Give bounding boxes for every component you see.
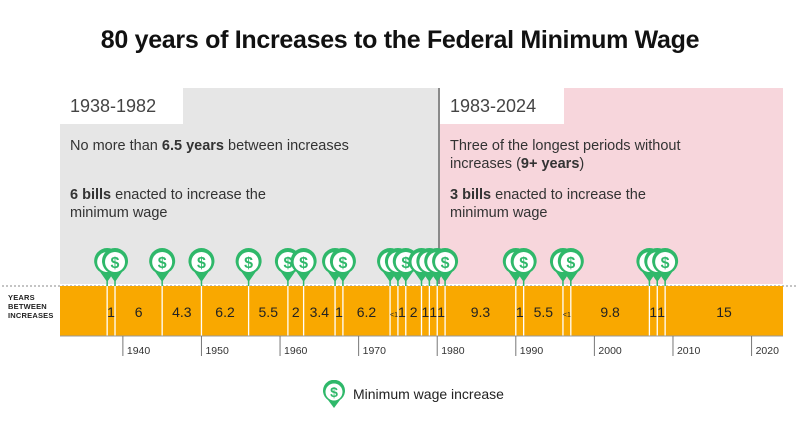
svg-text:$: $ — [244, 255, 253, 272]
dollar-pin-icon: $ — [557, 248, 584, 286]
svg-text:$: $ — [401, 255, 410, 272]
svg-text:$: $ — [299, 255, 308, 272]
x-tick-label: 1970 — [363, 345, 387, 357]
x-tick-label: 2000 — [598, 345, 622, 357]
right-description-2: 3 bills enacted to increase the minimum … — [450, 187, 646, 221]
period-label: 1983-2024 — [450, 96, 537, 116]
x-tick-label: 1940 — [127, 345, 151, 357]
x-tick-label: 1990 — [520, 345, 544, 357]
dollar-pin-icon: $ — [432, 248, 459, 286]
gap-label: 2 — [292, 304, 300, 320]
gap-label: 1 — [437, 304, 445, 320]
gap-label: 1 — [649, 304, 657, 320]
gap-label: 1 — [422, 304, 430, 320]
period-tab — [440, 88, 564, 124]
gap-label: <1 — [563, 312, 571, 319]
gap-label: 9.8 — [600, 304, 620, 320]
gap-label: 6 — [135, 304, 143, 320]
dollar-pin-icon: $ — [188, 248, 215, 286]
x-tick-label: 2010 — [677, 345, 701, 357]
gap-label: 6.2 — [357, 304, 377, 320]
right-description-1: Three of the longest periods without inc… — [450, 138, 681, 172]
svg-text:$: $ — [330, 384, 338, 400]
gap-label: 5.5 — [534, 304, 554, 320]
dollar-pin-icon: $ — [290, 248, 317, 286]
legend-label: Minimum wage increase — [353, 386, 504, 402]
svg-text:$: $ — [197, 255, 206, 272]
svg-text:$: $ — [566, 255, 575, 272]
svg-text:$: $ — [158, 255, 167, 272]
svg-text:$: $ — [661, 255, 670, 272]
gap-label: 9.3 — [471, 304, 491, 320]
left-description-1: No more than 6.5 years between increases — [70, 138, 349, 154]
gap-label: 1 — [429, 304, 437, 320]
gap-label: 1 — [107, 304, 115, 320]
x-tick-label: 1950 — [205, 345, 229, 357]
dollar-pin-icon: $ — [235, 248, 262, 286]
period-label: 1938-1982 — [70, 96, 157, 116]
gap-label: 2 — [410, 304, 418, 320]
gap-label: <1 — [390, 312, 398, 319]
gap-label: 3.4 — [310, 304, 330, 320]
dollar-pin-icon: $ — [652, 248, 679, 286]
svg-text:$: $ — [338, 255, 347, 272]
dollar-pin-icon: $ — [149, 248, 176, 286]
gap-label: 4.3 — [172, 304, 192, 320]
gap-label: 1 — [335, 304, 343, 320]
gap-label: 6.2 — [215, 304, 235, 320]
x-tick-label: 1960 — [284, 345, 308, 357]
gap-label: 1 — [398, 304, 406, 320]
x-tick-label: 1980 — [441, 345, 465, 357]
axis-label: YEARS BETWEEN INCREASES — [8, 293, 54, 320]
dollar-pin-icon: $ — [329, 248, 356, 286]
gap-label: 5.5 — [259, 304, 279, 320]
dollar-pin-icon: $ — [510, 248, 537, 286]
x-tick-label: 2020 — [756, 345, 780, 357]
chart-title: 80 years of Increases to the Federal Min… — [100, 26, 700, 54]
left-description-2: 6 bills enacted to increase the minimum … — [70, 187, 266, 221]
svg-text:$: $ — [441, 255, 450, 272]
period-tab — [60, 88, 183, 124]
gap-label: 15 — [716, 304, 732, 320]
svg-text:$: $ — [283, 255, 292, 272]
dollar-pin-icon: $ — [102, 248, 129, 286]
dollar-pin-icon: $ — [323, 380, 345, 408]
gap-label: 1 — [657, 304, 665, 320]
svg-text:$: $ — [111, 255, 120, 272]
svg-text:$: $ — [519, 255, 528, 272]
gap-label: 1 — [516, 304, 524, 320]
period-panel-1983-2024: 1983-2024 Three of the longest periods w… — [438, 88, 783, 284]
